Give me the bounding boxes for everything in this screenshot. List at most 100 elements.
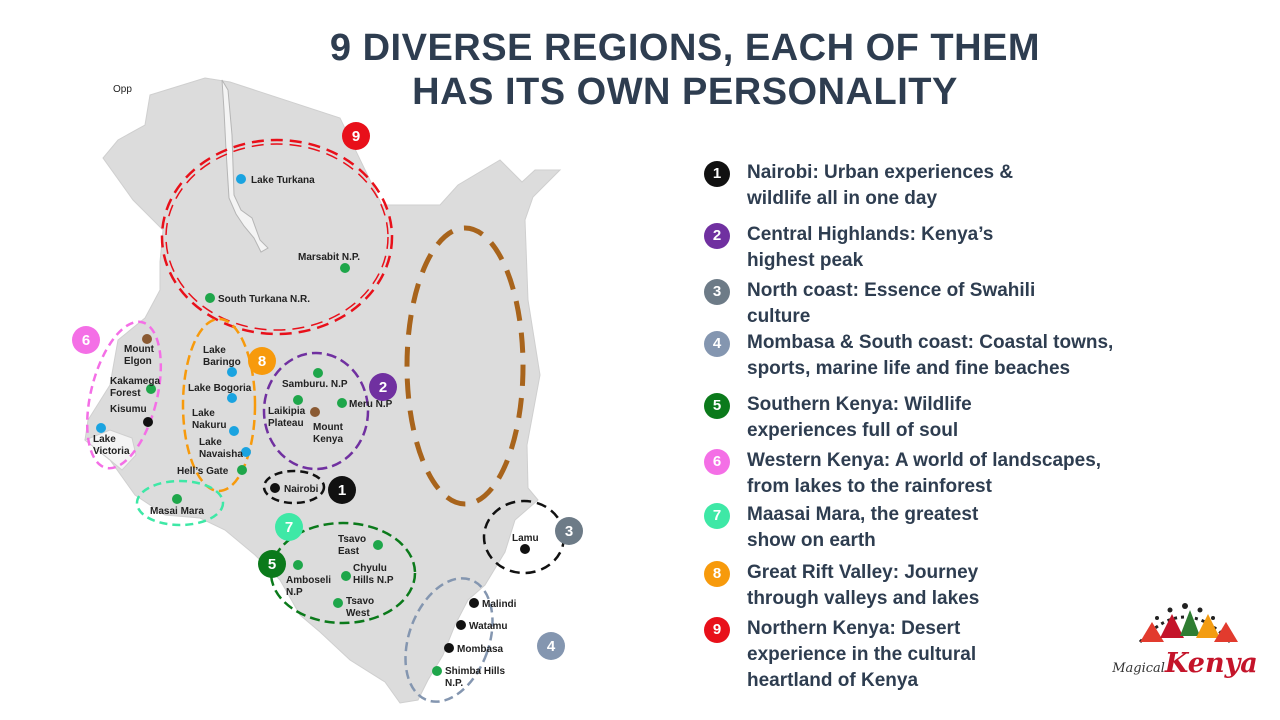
legend-badge: 9 bbox=[704, 617, 730, 643]
kenya-outline bbox=[84, 77, 562, 704]
title-line-2: HAS ITS OWN PERSONALITY bbox=[412, 71, 958, 113]
south-turkana-dot bbox=[205, 293, 215, 303]
svg-text:8: 8 bbox=[258, 353, 266, 370]
svg-text:3: 3 bbox=[565, 523, 573, 540]
label-masai-mara: Masai Mara bbox=[150, 506, 204, 517]
svg-text:9: 9 bbox=[352, 128, 360, 145]
magical-kenya-logo: MagicalKenya bbox=[1110, 598, 1260, 698]
label-kakamega: Kakamega Forest bbox=[110, 376, 160, 399]
meru-dot bbox=[337, 398, 347, 408]
legend-text: Northern Kenya: Desert experience in the… bbox=[747, 618, 977, 691]
region-2-ellipse bbox=[262, 351, 370, 471]
mount-elgon-dot bbox=[142, 334, 152, 344]
legend-text: North coast: Essence of Swahili culture bbox=[747, 280, 1036, 327]
svg-text:5: 5 bbox=[268, 556, 276, 573]
lake-navaisha-dot bbox=[241, 447, 251, 457]
masai-mara-dot bbox=[172, 494, 182, 504]
legend-badge: 1 bbox=[704, 161, 730, 187]
legend-text: Mombasa & South coast: Coastal towns, sp… bbox=[747, 332, 1114, 379]
tsavo-east-dot bbox=[373, 540, 383, 550]
amboseli-dot bbox=[293, 560, 303, 570]
kakamega-dot bbox=[146, 384, 156, 394]
label-malindi: Malindi bbox=[482, 599, 517, 610]
region-5-ellipse bbox=[269, 521, 417, 625]
label-chyulu: Chyulu Hills N.P bbox=[353, 563, 394, 586]
label-shimba: Shimba Hills N.P. bbox=[445, 666, 505, 689]
region-1-ellipse bbox=[262, 469, 326, 505]
lake-turkana-shape bbox=[221, 79, 269, 253]
lake-baringo-dot bbox=[227, 367, 237, 377]
page-title: 9 DIVERSE REGIONS, EACH OF THEM HAS ITS … bbox=[290, 26, 1080, 114]
legend-item-9: 9 Northern Kenya: Desert experience in th… bbox=[704, 616, 976, 694]
legend-badge: 5 bbox=[704, 393, 730, 419]
svg-text:2: 2 bbox=[379, 379, 387, 396]
kenya-map: Lake Turkana Marsabit N.P. South Turkana… bbox=[72, 77, 583, 704]
label-watamu: Watamu bbox=[469, 621, 508, 632]
label-meru: Meru N.P bbox=[349, 399, 393, 410]
north-east-ellipse bbox=[404, 225, 526, 507]
label-mount-kenya: Mount Kenya bbox=[313, 422, 344, 445]
region-4-ellipse bbox=[404, 577, 494, 703]
lamu-dot bbox=[520, 544, 530, 554]
label-south-turkana: South Turkana N.R. bbox=[218, 294, 310, 305]
marsabit-dot bbox=[340, 263, 350, 273]
region-badge-8: 8 bbox=[248, 347, 276, 375]
legend-text: Western Kenya: A world of landscapes, fr… bbox=[747, 450, 1102, 497]
label-hells-gate: Hell’s Gate bbox=[177, 466, 229, 477]
chyulu-dot bbox=[341, 571, 351, 581]
tsavo-west-dot bbox=[333, 598, 343, 608]
region-badge-9: 9 bbox=[342, 122, 370, 150]
mombasa-dot bbox=[444, 643, 454, 653]
corner-label: Opp bbox=[113, 84, 132, 95]
logo-wordmark: MagicalKenya bbox=[1112, 648, 1258, 679]
lake-bogoria-dot bbox=[227, 393, 237, 403]
legend-badge: 8 bbox=[704, 561, 730, 587]
lake-turkana-dot bbox=[236, 174, 246, 184]
label-mombasa: Mombasa bbox=[457, 644, 504, 655]
hells-gate-dot bbox=[237, 465, 247, 475]
samburu-dot bbox=[313, 368, 323, 378]
label-kisumu: Kisumu bbox=[110, 404, 147, 415]
label-laikipia: Laikipia Plateau bbox=[268, 406, 306, 429]
mount-kenya-dot bbox=[310, 407, 320, 417]
svg-text:1: 1 bbox=[338, 482, 346, 499]
legend-text: Southern Kenya: Wildlife experiences ful… bbox=[747, 394, 972, 441]
legend-badge: 3 bbox=[704, 279, 730, 305]
region-6-ellipse bbox=[85, 320, 163, 470]
legend-text: Nairobi: Urban experiences & wildlife al… bbox=[747, 162, 1014, 209]
region-badge-3: 3 bbox=[555, 517, 583, 545]
svg-text:6: 6 bbox=[82, 332, 90, 349]
legend-item-4: 4 Mombasa & South coast: Coastal towns, s… bbox=[704, 330, 1113, 382]
legend-text: Central Highlands: Kenya’s highest peak bbox=[747, 224, 994, 271]
kisumu-dot bbox=[143, 417, 153, 427]
region-8-ellipse bbox=[181, 317, 257, 493]
region-badge-7: 7 bbox=[275, 513, 303, 541]
label-amboseli: Amboseli N.P bbox=[286, 575, 331, 598]
svg-text:7: 7 bbox=[285, 519, 293, 536]
legend-item-8: 8 Great Rift Valley: Journey through vall… bbox=[704, 560, 979, 612]
label-lake-bogoria: Lake Bogoria bbox=[188, 383, 252, 394]
legend-item-2: 2 Central Highlands: Kenya’s highest peak bbox=[704, 222, 993, 274]
legend-badge: 4 bbox=[704, 331, 730, 357]
label-tsavo-east: Tsavo East bbox=[338, 534, 366, 557]
legend-item-6: 6 Western Kenya: A world of landscapes, f… bbox=[704, 448, 1101, 500]
label-lake-turkana: Lake Turkana bbox=[251, 175, 315, 186]
legend-text: Great Rift Valley: Journey through valle… bbox=[747, 562, 980, 609]
lake-victoria-shape bbox=[84, 429, 137, 471]
region-9-ellipse bbox=[160, 138, 394, 336]
label-mount-elgon: Mount Elgon bbox=[124, 344, 155, 367]
region-badge-5: 5 bbox=[258, 550, 286, 578]
malindi-dot bbox=[469, 598, 479, 608]
legend-item-5: 5 Southern Kenya: Wildlife experiences fu… bbox=[704, 392, 972, 444]
watamu-dot bbox=[456, 620, 466, 630]
legend-item-1: 1 Nairobi: Urban experiences & wildlife a… bbox=[704, 160, 1013, 212]
label-tsavo-west: Tsavo West bbox=[346, 596, 374, 619]
nairobi-dot bbox=[270, 483, 280, 493]
label-lake-nakuru: Lake Nakuru bbox=[192, 408, 226, 431]
region-9-ellipse-inner bbox=[165, 143, 389, 331]
region-badge-4: 4 bbox=[537, 632, 565, 660]
legend-item-3: 3 North coast: Essence of Swahili culture bbox=[704, 278, 1035, 330]
svg-text:4: 4 bbox=[547, 638, 556, 655]
legend-badge: 6 bbox=[704, 449, 730, 475]
label-lake-victoria: Lake Victoria bbox=[93, 434, 130, 457]
